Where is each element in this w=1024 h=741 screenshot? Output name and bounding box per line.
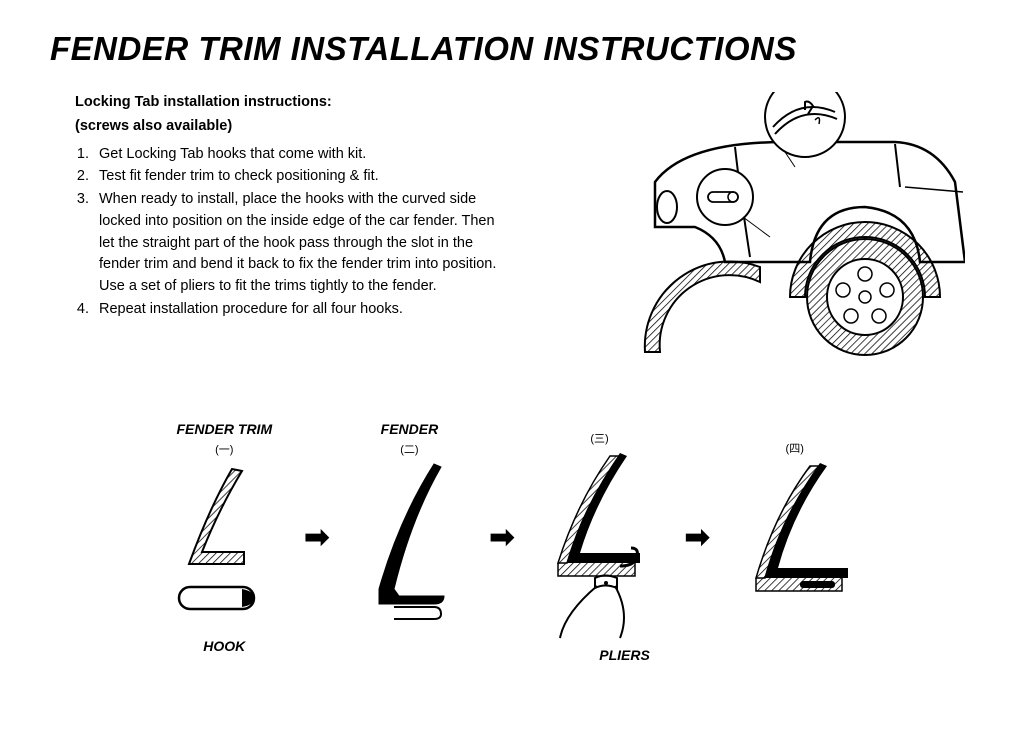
car-svg [525,92,965,372]
page-title: FENDER TRIM INSTALLATION INSTRUCTIONS [50,30,984,68]
step4-svg [720,458,870,633]
page: FENDER TRIM INSTALLATION INSTRUCTIONS Lo… [0,0,1024,693]
car-diagram [525,92,984,372]
step3-svg [525,448,675,643]
instructions-block: Locking Tab installation instructions: (… [40,92,505,372]
label-fender: FENDER [381,421,439,437]
instruction-step: When ready to install, place the hooks w… [93,189,505,298]
step-number: (三) [590,430,608,446]
arrow-icon: ➡ [685,520,710,555]
instruction-step: Get Locking Tab hooks that come with kit… [93,144,505,166]
content-row: Locking Tab installation instructions: (… [40,92,984,372]
step-4: (四) [720,422,870,653]
step-3: (三) PLIERS [525,412,675,663]
instructions-header: Locking Tab installation instructions: [75,92,505,114]
step1-svg [154,459,294,634]
instruction-step: Test fit fender trim to check positionin… [93,166,505,188]
instructions-list: Get Locking Tab hooks that come with kit… [75,144,505,321]
label-pliers: PLIERS [599,647,650,663]
arrow-icon: ➡ [489,520,514,555]
instruction-step: Repeat installation procedure for all fo… [93,299,505,321]
step-1: FENDER TRIM (一) HOOK [154,421,294,654]
step2-svg [339,459,479,634]
label-fender-trim: FENDER TRIM [176,421,272,437]
instructions-subheader: (screws also available) [75,116,505,138]
arrow-icon: ➡ [304,520,329,555]
step-number: (一) [215,441,233,457]
step-2: FENDER (二) [339,421,479,654]
steps-row: FENDER TRIM (一) HOOK ➡ FENDER (二) [40,412,984,663]
label-hook: HOOK [203,638,245,654]
step-number: (四) [786,440,804,456]
step-number: (二) [400,441,418,457]
